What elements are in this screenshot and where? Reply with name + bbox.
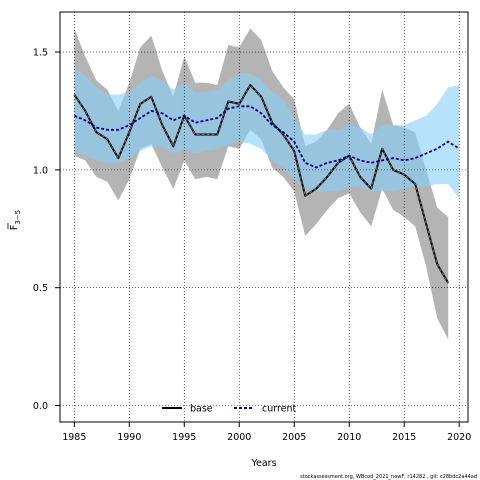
series-line-base-overlay [73,84,449,284]
y-tick-label-0: 0.0 [33,401,48,412]
axis-ticks: 1985 1990 1995 2000 2005 2010 2015 2020 0.0 0.5 1.… [33,48,471,443]
grid-lines [60,12,468,422]
y-tick-label-0.5: 0.5 [33,283,48,294]
plot-frame [59,11,469,423]
footer-note: stockassessment.org, WBcod_2021_newF, r1… [300,474,477,480]
y-tick-label-1: 1.0 [33,165,48,176]
y-axis-label-main: F [9,225,20,230]
x-tick-label-1985: 1985 [62,432,86,443]
legend-base-label: base [190,404,213,415]
y-tick-label-1.5: 1.5 [33,48,48,59]
x-tick-label-1995: 1995 [172,432,196,443]
x-tick-label-1990: 1990 [117,432,141,443]
y-axis-label-subscript: 3−5 [14,210,22,225]
band-current [74,68,460,199]
legend: base current [162,404,297,415]
x-axis-label: Years [250,458,276,469]
x-tick-label-2020: 2020 [447,432,471,443]
x-tick-label-2015: 2015 [392,432,416,443]
svg-text:F3−5: F3−5 [9,210,22,230]
series-line-current [73,105,460,169]
series-lines [73,84,460,284]
confidence-bands [74,28,460,340]
x-tick-label-2005: 2005 [282,432,306,443]
x-tick-label-2000: 2000 [227,432,251,443]
y-axis-label: F3−5 [7,210,22,230]
legend-current-label: current [262,404,297,415]
x-tick-label-2010: 2010 [337,432,361,443]
